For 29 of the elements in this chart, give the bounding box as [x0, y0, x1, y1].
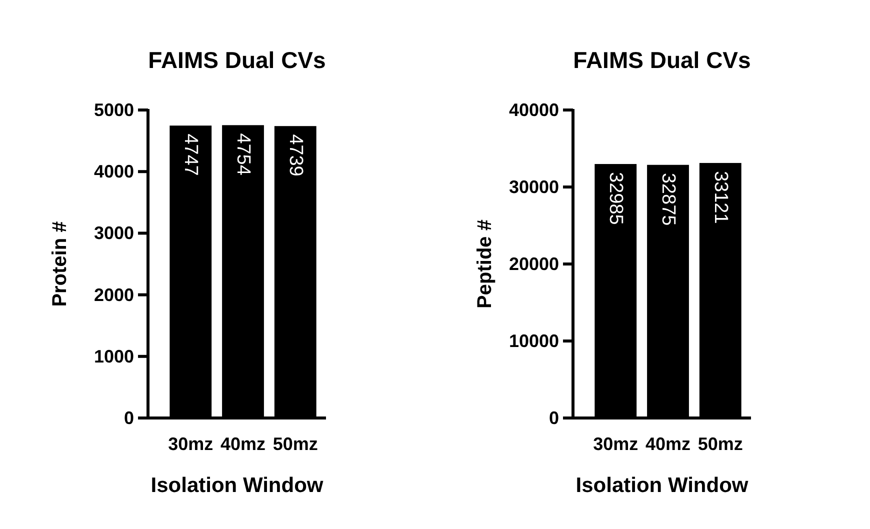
y-tick-label: 2000 — [94, 284, 134, 305]
x-axis-title: Isolation Window — [576, 474, 749, 497]
x-tick-label: 50mz — [698, 434, 743, 454]
data-label: 32985 — [605, 172, 626, 225]
y-tick-label: 10000 — [508, 331, 559, 351]
y-tick-label: 3000 — [94, 223, 134, 244]
x-axis-title: Isolation Window — [150, 474, 324, 497]
y-tick-label: 0 — [124, 408, 134, 428]
y-tick-label: 5000 — [94, 100, 134, 120]
y-axis-title: Protein # — [49, 221, 71, 307]
y-tick-label: 0 — [548, 408, 559, 428]
x-tick-label: 40mz — [645, 434, 691, 454]
y-axis-title: Peptide # — [474, 220, 496, 308]
x-tick-label: 50mz — [272, 434, 318, 454]
chart-title: FAIMS Dual CVs — [148, 47, 326, 73]
x-tick-label: 30mz — [168, 434, 214, 454]
data-label: 32875 — [658, 172, 678, 226]
x-tick-label: 30mz — [593, 434, 638, 454]
data-label: 4754 — [232, 133, 254, 176]
y-tick-label: 1000 — [94, 346, 134, 366]
y-tick-label: 30000 — [508, 177, 559, 197]
data-label: 33121 — [710, 170, 731, 224]
y-tick-label: 20000 — [508, 254, 559, 274]
x-tick-label: 40mz — [220, 434, 266, 454]
data-label: 4739 — [284, 134, 306, 176]
y-tick-label: 40000 — [508, 100, 559, 120]
data-label: 4747 — [180, 134, 202, 176]
chart-title: FAIMS Dual CVs — [573, 47, 751, 73]
y-tick-label: 4000 — [94, 162, 134, 182]
